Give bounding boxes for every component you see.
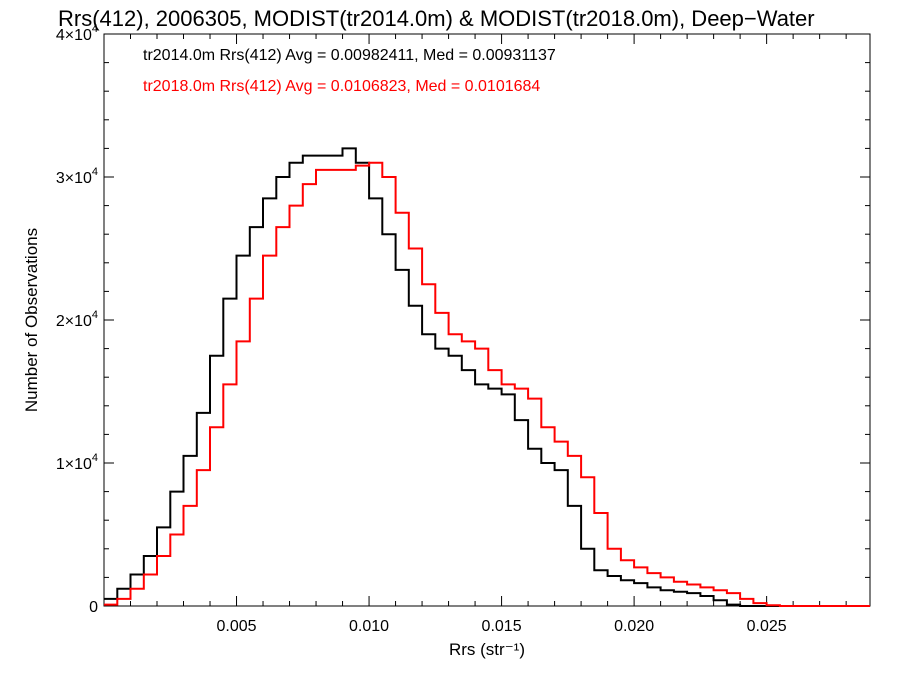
plot-frame xyxy=(103,33,871,607)
axis-ticks xyxy=(104,33,870,607)
y-axis-label: Number of Observations xyxy=(22,228,41,412)
y-tick-label-base: 1×10 xyxy=(56,456,92,473)
y-tick-label-exponent: 4 xyxy=(92,23,98,35)
y-tick-label: 3×104 xyxy=(56,166,98,187)
y-tick-label: 4×104 xyxy=(56,23,98,44)
x-axis-label: Rrs (str⁻¹) xyxy=(449,640,525,659)
y-tick-label: 1×104 xyxy=(56,452,98,473)
x-tick-label: 0.015 xyxy=(482,618,522,635)
y-tick-label-exponent: 4 xyxy=(92,452,98,464)
series-line-1 xyxy=(104,161,870,607)
x-tick-label: 0.010 xyxy=(349,618,389,635)
annotation-tr2018: tr2018.0m Rrs(412) Avg = 0.0106823, Med … xyxy=(143,78,540,95)
x-tick-label: 0.020 xyxy=(614,618,654,635)
y-tick-label-base: 0 xyxy=(89,599,98,616)
y-tick-label-exponent: 4 xyxy=(92,309,98,321)
series-lines xyxy=(104,147,870,607)
series-line-0 xyxy=(104,147,870,607)
y-tick-label: 0 xyxy=(89,599,98,616)
y-tick-label-exponent: 4 xyxy=(92,166,98,178)
y-tick-label: 2×104 xyxy=(56,309,98,330)
y-tick-label-base: 3×10 xyxy=(56,170,92,187)
chart-title: Rrs(412), 2006305, MODIST(tr2014.0m) & M… xyxy=(58,6,815,31)
y-tick-label-base: 4×10 xyxy=(56,27,92,44)
annotation-tr2014: tr2014.0m Rrs(412) Avg = 0.00982411, Med… xyxy=(143,47,556,64)
x-tick-label: 0.025 xyxy=(747,618,787,635)
x-tick-labels: 0.005 0.010 0.015 0.020 0.025 xyxy=(217,618,787,635)
y-tick-label-base: 2×10 xyxy=(56,313,92,330)
x-tick-label: 0.005 xyxy=(217,618,257,635)
